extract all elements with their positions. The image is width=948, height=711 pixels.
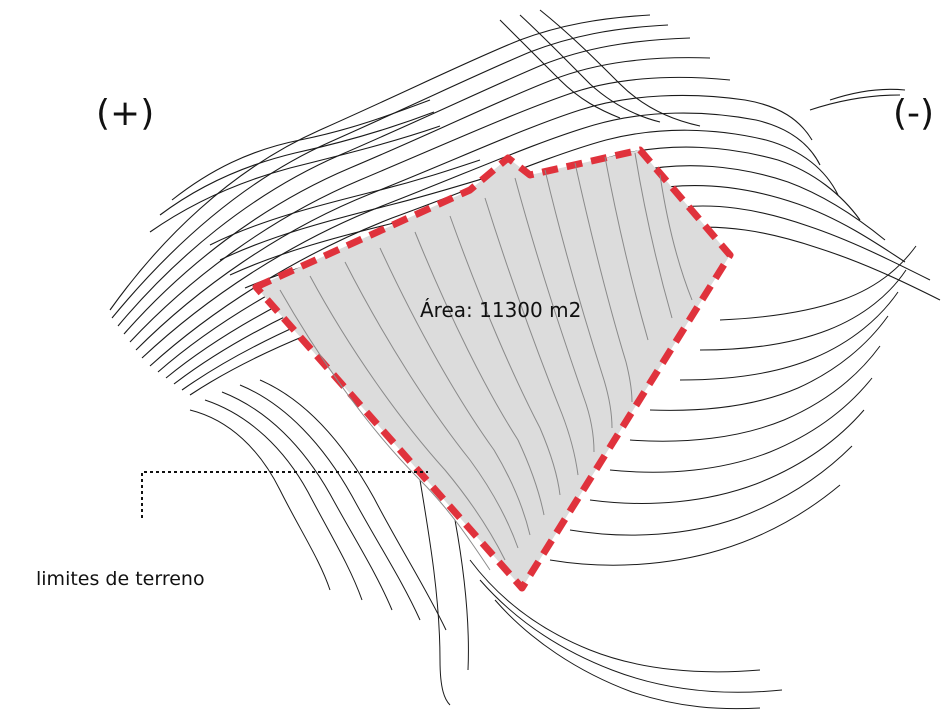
contour-lines-south [189, 245, 917, 710]
low-side-label: (-) [893, 93, 935, 134]
area-label: Área: 11300 m2 [420, 298, 582, 322]
contour-lines-inside-site [279, 152, 693, 571]
site-area-polygon [252, 146, 734, 592]
high-side-label: (+) [96, 93, 155, 134]
boundary-leader-line [141, 471, 428, 518]
boundary-label: limites de terreno [36, 568, 205, 590]
